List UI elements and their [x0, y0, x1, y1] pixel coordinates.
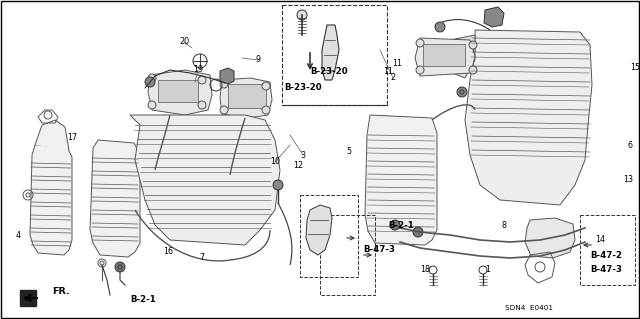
Text: 18: 18 — [420, 265, 430, 275]
Text: 16: 16 — [163, 248, 173, 256]
Circle shape — [118, 265, 122, 269]
Polygon shape — [322, 25, 339, 80]
Text: 13: 13 — [623, 175, 633, 184]
Circle shape — [220, 80, 228, 88]
Text: 10: 10 — [270, 158, 280, 167]
Circle shape — [198, 76, 206, 84]
Polygon shape — [90, 140, 140, 257]
Bar — [320, 215, 375, 295]
Text: 19: 19 — [193, 65, 203, 75]
Text: 8: 8 — [502, 220, 506, 229]
Text: 15: 15 — [630, 63, 640, 72]
Text: 1: 1 — [486, 265, 490, 275]
Circle shape — [416, 39, 424, 47]
Text: FR.: FR. — [52, 287, 70, 296]
Circle shape — [262, 106, 270, 114]
Text: B-47-3: B-47-3 — [590, 265, 622, 275]
Circle shape — [297, 10, 307, 20]
Polygon shape — [148, 70, 212, 115]
Text: 9: 9 — [255, 56, 260, 64]
Circle shape — [416, 66, 424, 74]
Text: B-23-20: B-23-20 — [310, 68, 348, 77]
Circle shape — [435, 22, 445, 32]
Text: 4: 4 — [15, 231, 20, 240]
Polygon shape — [220, 68, 234, 84]
Circle shape — [460, 90, 464, 94]
Bar — [300, 195, 358, 277]
Circle shape — [148, 101, 156, 109]
Polygon shape — [465, 30, 592, 205]
Text: 20: 20 — [179, 38, 189, 47]
Circle shape — [413, 227, 423, 237]
Bar — [282, 5, 387, 105]
Text: 5: 5 — [346, 147, 351, 157]
Text: 12: 12 — [293, 160, 303, 169]
Circle shape — [469, 66, 477, 74]
Polygon shape — [415, 38, 475, 76]
Circle shape — [198, 101, 206, 109]
Circle shape — [148, 74, 156, 82]
Text: 11: 11 — [383, 68, 393, 77]
Text: B-2-1: B-2-1 — [130, 295, 156, 305]
Text: SDN4  E0401: SDN4 E0401 — [505, 305, 553, 311]
Bar — [228, 84, 266, 108]
Bar — [455, 42, 473, 64]
Polygon shape — [220, 78, 272, 118]
Circle shape — [273, 180, 283, 190]
Polygon shape — [525, 218, 575, 258]
Polygon shape — [365, 115, 437, 245]
Polygon shape — [130, 115, 280, 245]
Circle shape — [145, 77, 155, 87]
Bar — [158, 80, 198, 102]
Bar — [423, 44, 465, 66]
Text: 11: 11 — [392, 58, 402, 68]
Text: 7: 7 — [200, 254, 205, 263]
Bar — [580, 215, 635, 285]
Text: B-47-3: B-47-3 — [363, 246, 395, 255]
Polygon shape — [35, 120, 69, 150]
Text: 3: 3 — [301, 151, 305, 160]
Polygon shape — [484, 7, 504, 27]
Polygon shape — [30, 145, 72, 255]
Circle shape — [115, 262, 125, 272]
Circle shape — [457, 87, 467, 97]
Text: B-47-2: B-47-2 — [590, 250, 622, 259]
Polygon shape — [445, 35, 475, 78]
Text: B-23-20: B-23-20 — [284, 83, 322, 92]
Circle shape — [262, 82, 270, 90]
Text: B-2-1: B-2-1 — [388, 220, 413, 229]
Text: 14: 14 — [595, 235, 605, 244]
Text: 6: 6 — [627, 140, 632, 150]
Circle shape — [390, 220, 400, 230]
Text: 2: 2 — [390, 73, 396, 83]
Polygon shape — [306, 205, 332, 255]
Text: 17: 17 — [67, 133, 77, 143]
Circle shape — [220, 106, 228, 114]
Circle shape — [469, 41, 477, 49]
Polygon shape — [20, 290, 36, 306]
